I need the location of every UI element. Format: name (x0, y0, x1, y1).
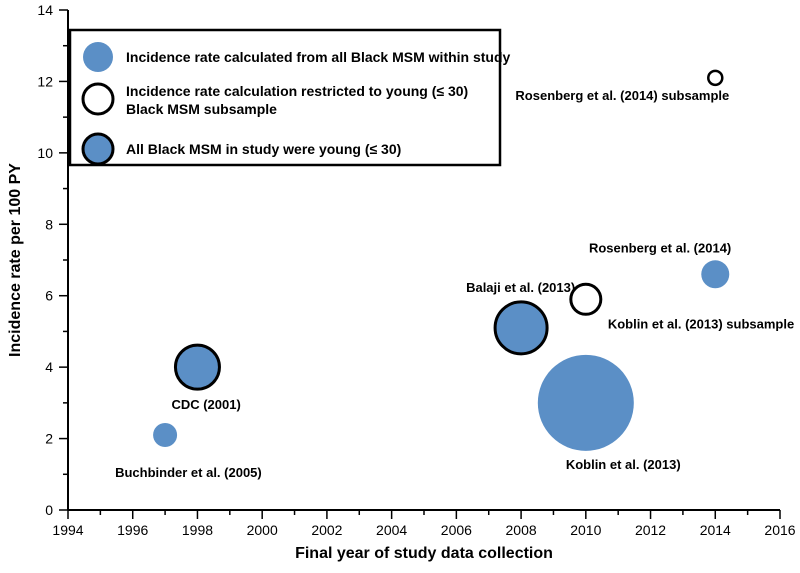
x-tick-label: 1996 (117, 522, 148, 538)
data-point-label: Koblin et al. (2013) subsample (608, 316, 794, 331)
legend-swatch (83, 84, 113, 114)
data-point-label: Buchbinder et al. (2005) (115, 465, 262, 480)
y-tick-label: 6 (45, 288, 53, 304)
x-tick-label: 2002 (311, 522, 342, 538)
chart-svg: 1994199619982000200220042006200820102012… (0, 0, 800, 573)
data-point-rosenberg-2014-sub (708, 71, 722, 85)
y-tick-label: 0 (45, 502, 53, 518)
data-point-balaji-2013 (495, 302, 547, 354)
x-tick-label: 2012 (635, 522, 666, 538)
data-point-label: Balaji et al. (2013) (466, 280, 575, 295)
x-tick-label: 2000 (247, 522, 278, 538)
data-point-rosenberg-2014 (701, 260, 729, 288)
y-tick-label: 12 (37, 73, 53, 89)
bubble-scatter-chart: 1994199619982000200220042006200820102012… (0, 0, 800, 573)
legend-label: Incidence rate calculated from all Black… (126, 49, 511, 65)
y-tick-label: 8 (45, 216, 53, 232)
x-tick-label: 1998 (182, 522, 213, 538)
x-tick-label: 2016 (764, 522, 795, 538)
x-tick-label: 2014 (700, 522, 731, 538)
y-tick-label: 14 (37, 2, 53, 18)
legend-swatch (83, 134, 113, 164)
x-tick-label: 2010 (570, 522, 601, 538)
y-tick-label: 10 (37, 145, 53, 161)
data-point-cdc-2001 (175, 345, 219, 389)
x-tick-label: 2008 (506, 522, 537, 538)
data-point-koblin-2013 (538, 355, 634, 451)
data-point-label: Koblin et al. (2013) (566, 457, 681, 472)
data-point-koblin-2013-sub (571, 284, 601, 314)
data-point-label: CDC (2001) (171, 397, 240, 412)
data-point-buchbinder-2005 (153, 423, 177, 447)
x-tick-label: 1994 (52, 522, 83, 538)
legend-label: All Black MSM in study were young (≤ 30) (126, 141, 401, 157)
x-tick-label: 2006 (441, 522, 472, 538)
y-axis-label: Incidence rate per 100 PY (7, 163, 24, 357)
x-axis-label: Final year of study data collection (295, 545, 553, 562)
legend-swatch (83, 42, 113, 72)
data-point-label: Rosenberg et al. (2014) (589, 240, 731, 255)
y-tick-label: 2 (45, 431, 53, 447)
y-tick-label: 4 (45, 359, 53, 375)
data-point-label: Rosenberg et al. (2014) subsample (515, 88, 729, 103)
x-tick-label: 2004 (376, 522, 407, 538)
